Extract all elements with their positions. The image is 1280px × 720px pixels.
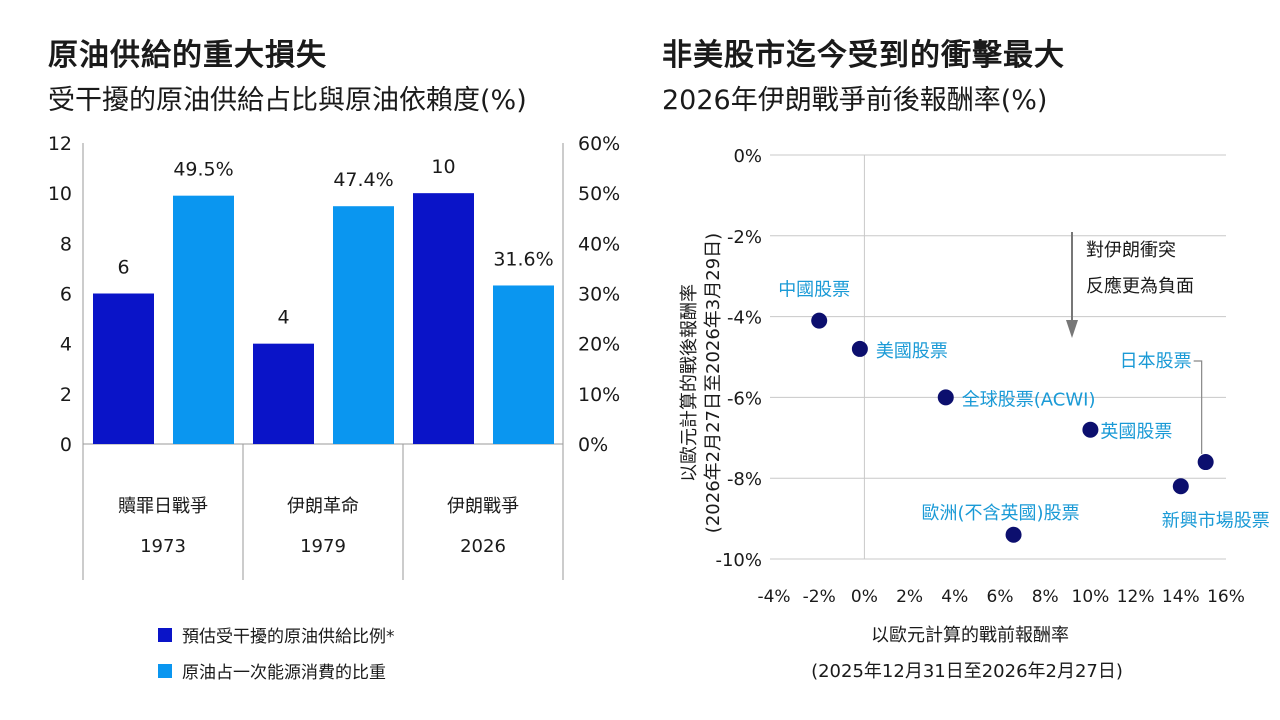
y-axis-subtitle: (2026年2月27日至2026年3月29日) xyxy=(703,233,724,533)
x-axis-tick-label: 8% xyxy=(1032,587,1059,607)
right-axis-tick-label: 50% xyxy=(578,183,620,205)
bar-data-label: 49.5% xyxy=(173,159,233,181)
scatter-label-leader-line xyxy=(1193,360,1203,455)
category-label: 贖罪日戰爭 xyxy=(118,496,208,517)
right-axis-tick-label: 20% xyxy=(578,334,620,356)
x-axis-subtitle: (2025年12月31日至2026年2月27日) xyxy=(811,661,1123,682)
right-axis-tick-label: 10% xyxy=(578,384,620,406)
bar-series-2 xyxy=(493,285,554,444)
right-panel: 非美股市迄今受到的衝擊最大 2026年伊朗戰爭前後報酬率(%) 0% -2% -4%… xyxy=(640,0,1280,720)
legend-swatch-series-1 xyxy=(158,627,172,642)
left-chart-subtitle: 受干擾的原油供給占比與原油依賴度(%) xyxy=(48,85,527,116)
bar-series-2 xyxy=(173,195,234,444)
legend-label-series-1: 預估受干擾的原油供給比例* xyxy=(182,627,395,647)
scatter-point xyxy=(1082,421,1099,438)
bar-series-1 xyxy=(253,343,314,444)
y-axis-tick-label: -6% xyxy=(727,388,762,409)
left-axis-tick-label: 4 xyxy=(60,334,72,356)
bar-data-label: 47.4% xyxy=(333,169,393,191)
left-axis-tick-label: 8 xyxy=(60,233,72,255)
x-axis-tick-label: 14% xyxy=(1162,587,1200,607)
y-axis-tick-label: -8% xyxy=(727,469,762,490)
left-axis-tick-label: 10 xyxy=(48,183,72,205)
bar-series-1 xyxy=(413,193,474,444)
scatter-point-label: 美國股票 xyxy=(876,341,948,362)
bar-data-label: 6 xyxy=(117,257,129,279)
left-axis-tick-label: 2 xyxy=(60,384,72,406)
scatter-point-label: 日本股票 xyxy=(1120,351,1192,372)
scatter-point xyxy=(1197,454,1214,471)
x-axis-tick-label: 4% xyxy=(941,587,968,607)
y-axis-tick-label: -4% xyxy=(727,308,762,329)
right-axis-tick-label: 40% xyxy=(578,233,620,255)
x-axis-tick-label: -2% xyxy=(803,587,836,607)
scatter-point xyxy=(937,389,954,406)
y-axis-tick-label: 0% xyxy=(733,146,762,167)
right-axis-tick-label: 0% xyxy=(578,434,608,456)
x-axis-tick-label: 10% xyxy=(1072,587,1110,607)
left-axis-tick-label: 6 xyxy=(60,284,72,306)
annotation-text-line-1: 對伊朗衝突 xyxy=(1086,240,1176,261)
x-axis-tick-label: 0% xyxy=(851,587,878,607)
x-axis-tick-label: -4% xyxy=(757,587,790,607)
category-label: 伊朗革命 xyxy=(287,496,359,517)
scatter-point xyxy=(1172,478,1189,495)
right-chart-title: 非美股市迄今受到的衝擊最大 xyxy=(662,38,1065,73)
scatter-point xyxy=(851,340,868,357)
annotation-arrow-head xyxy=(1066,320,1078,338)
legend-label-series-2: 原油占一次能源消費的比重 xyxy=(182,663,386,683)
x-axis-tick-label: 6% xyxy=(987,587,1014,607)
x-axis-tick-label: 12% xyxy=(1117,587,1155,607)
right-axis-tick-label: 30% xyxy=(578,284,620,306)
scatter-chart: 0% -2% -4% -6% -8% -10% -4% -2% 0% 2% 4% 6% 8% 10% 12%… xyxy=(679,146,1270,682)
scatter-point-label: 新興市場股票 xyxy=(1162,510,1270,531)
legend-swatch-series-2 xyxy=(158,663,172,678)
annotation-text-line-2: 反應更為負面 xyxy=(1086,275,1194,297)
left-axis-tick-label: 12 xyxy=(48,133,72,155)
left-panel: 原油供給的重大損失 受干擾的原油供給占比與原油依賴度(%) 0 2 4 6 8 10 12 0… xyxy=(48,38,620,683)
y-axis-tick-label: -2% xyxy=(727,227,762,248)
bar-data-label: 10 xyxy=(431,156,455,178)
bar-chart: 0 2 4 6 8 10 12 0% 10% 20% 30% 40% 50% 60% 6 49.5% 贖罪日戰爭… xyxy=(48,133,620,580)
bar-data-label: 4 xyxy=(277,307,289,329)
bar-data-label: 31.6% xyxy=(493,248,553,270)
left-axis-tick-label: 0 xyxy=(60,434,72,456)
scatter-point xyxy=(1005,526,1022,543)
y-axis-tick-label: -10% xyxy=(715,550,762,571)
category-year-label: 1973 xyxy=(140,536,186,557)
right-axis-tick-label: 60% xyxy=(578,133,620,155)
x-axis-tick-label: 2% xyxy=(896,587,923,607)
x-axis-title: 以歐元計算的戰前報酬率 xyxy=(871,625,1069,646)
scatter-point-label: 英國股票 xyxy=(1100,422,1172,443)
category-year-label: 2026 xyxy=(460,536,506,557)
legend-item-series-1: 預估受干擾的原油供給比例* xyxy=(158,622,395,647)
right-chart-subtitle: 2026年伊朗戰爭前後報酬率(%) xyxy=(662,85,1048,116)
category-year-label: 1979 xyxy=(300,536,346,557)
scatter-point xyxy=(811,312,828,329)
y-axis-title: 以歐元計算的戰後報酬率 xyxy=(679,284,700,482)
scatter-point-label: 中國股票 xyxy=(778,280,850,301)
scatter-point-label: 全球股票(ACWI) xyxy=(962,389,1096,410)
category-label: 伊朗戰爭 xyxy=(447,496,519,517)
x-axis-tick-label: 16% xyxy=(1207,587,1245,607)
scatter-point-label: 歐洲(不含英國)股票 xyxy=(922,503,1080,524)
bar-series-2 xyxy=(333,206,394,444)
left-chart-title: 原油供給的重大損失 xyxy=(48,38,327,73)
legend-item-series-2: 原油占一次能源消費的比重 xyxy=(158,658,386,683)
bar-series-1 xyxy=(93,293,154,444)
